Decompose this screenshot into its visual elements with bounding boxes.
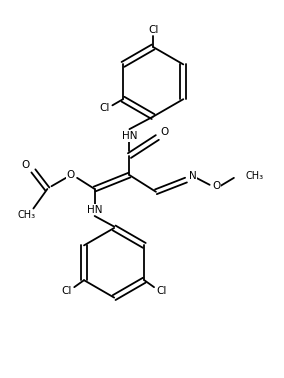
Text: O: O: [212, 181, 220, 191]
Text: CH₃: CH₃: [245, 172, 263, 181]
Text: O: O: [161, 127, 169, 138]
Text: Cl: Cl: [156, 286, 167, 296]
Text: HN: HN: [122, 131, 137, 141]
Text: O: O: [67, 170, 75, 180]
Text: HN: HN: [87, 205, 103, 215]
Text: Cl: Cl: [100, 103, 110, 113]
Text: O: O: [22, 160, 30, 170]
Text: N: N: [189, 170, 197, 181]
Text: CH₃: CH₃: [17, 211, 36, 220]
Text: Cl: Cl: [148, 25, 158, 35]
Text: Cl: Cl: [62, 286, 72, 296]
